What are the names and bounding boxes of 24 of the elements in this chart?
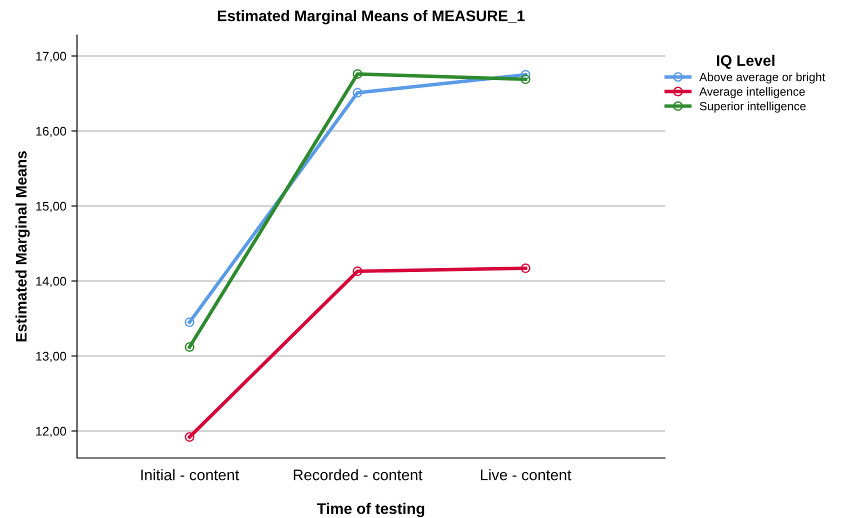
y-axis-title: Estimated Marginal Means: [15, 151, 30, 342]
legend-label: Above average or bright: [699, 72, 826, 84]
y-tick-label: 13,00: [36, 352, 66, 362]
y-tick-label: 14,00: [36, 276, 66, 288]
point: [352, 69, 362, 79]
y-tick-label: 12,00: [36, 426, 66, 438]
x-tick-label: Live - content: [480, 469, 572, 480]
x-tick-label: Recorded - content: [294, 469, 422, 480]
point: [520, 74, 530, 84]
y-tick-label: 15,00: [36, 202, 66, 212]
y-tick-label: 17,00: [36, 52, 66, 62]
point: [184, 317, 194, 328]
point: [352, 88, 362, 98]
point: [184, 432, 194, 442]
point: [520, 263, 530, 274]
legend-title: IQ Level: [717, 54, 774, 69]
point: [184, 342, 194, 352]
legend-label: Average intelligence: [699, 87, 805, 98]
x-axis-title: Time of testing: [316, 502, 424, 518]
y-tick-label: 16,00: [36, 126, 66, 138]
x-tick-label: Initial - content: [141, 469, 240, 480]
point: [352, 266, 362, 276]
legend-label: Superior intelligence: [700, 102, 806, 113]
chart-title: Estimated Marginal Means of MEASURE_1: [218, 10, 525, 24]
